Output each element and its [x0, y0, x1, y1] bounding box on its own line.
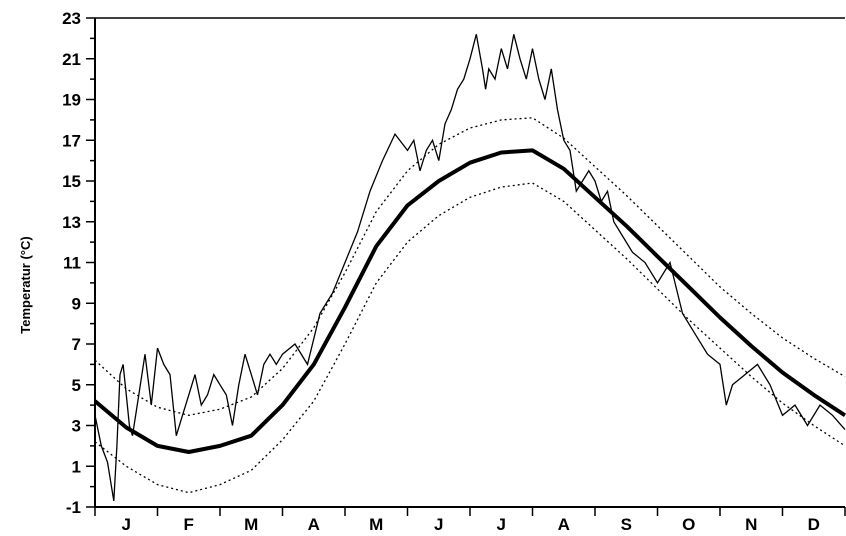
x-tick-label: J [497, 515, 506, 534]
daily-temperature-line-0 [94, 34, 846, 502]
bound-dotted-line-2 [94, 117, 846, 416]
y-tick-label: 15 [62, 172, 81, 191]
x-tick-label: A [308, 515, 320, 534]
y-tick-label: 21 [62, 50, 81, 69]
x-tick-label: F [184, 515, 194, 534]
x-tick-label: J [434, 515, 443, 534]
y-tick-label: 5 [72, 376, 81, 395]
x-tick-label: N [745, 515, 757, 534]
x-tick-label: D [808, 515, 820, 534]
y-tick-label: 7 [72, 335, 81, 354]
y-tick-label: 17 [62, 131, 81, 150]
bound-dotted-line-3 [94, 182, 846, 494]
mean-temperature-line-1 [93, 148, 846, 454]
y-tick-label: 9 [72, 294, 81, 313]
y-axis-title: Temperatur (°C) [18, 236, 33, 333]
x-tick-label: M [369, 515, 383, 534]
y-tick-label: 3 [72, 417, 81, 436]
y-tick-label: 1 [72, 457, 81, 476]
y-tick-label: -1 [66, 498, 81, 517]
series-lines [93, 34, 846, 502]
y-tick-label: 13 [62, 213, 81, 232]
y-tick-label: 19 [62, 91, 81, 110]
x-tick-label: M [244, 515, 258, 534]
x-tick-label: A [558, 515, 570, 534]
y-tick-label: 23 [62, 9, 81, 28]
x-tick-label: S [621, 515, 632, 534]
x-tick-label: J [122, 515, 131, 534]
x-tick-label: O [682, 515, 695, 534]
y-tick-label: 11 [63, 254, 81, 273]
